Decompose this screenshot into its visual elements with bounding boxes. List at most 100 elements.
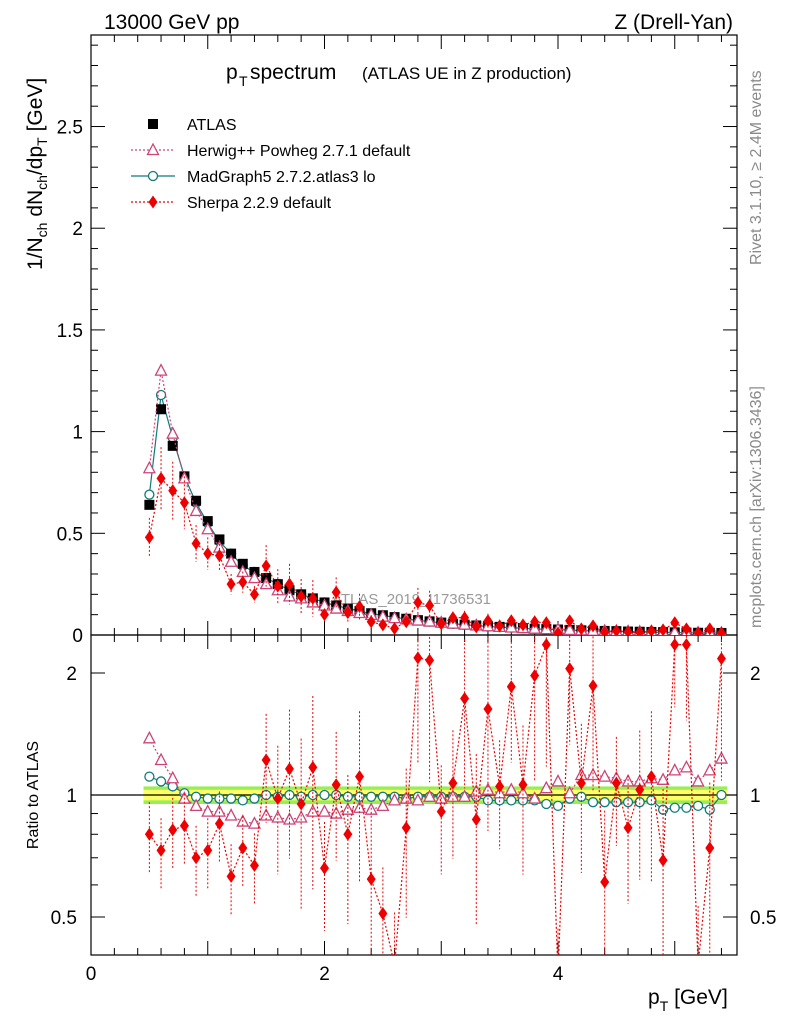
data-point	[658, 623, 668, 635]
data-point	[329, 601, 343, 614]
energy-label: 13000 GeV pp	[104, 11, 239, 34]
data-point	[366, 872, 376, 886]
data-point	[401, 615, 411, 629]
data-point	[261, 753, 271, 767]
legend-label: ATLAS	[187, 117, 237, 134]
legend-item-atlas: ATLAS	[148, 117, 237, 134]
ratio-ytick-label: 1	[66, 786, 77, 807]
data-point	[411, 792, 425, 806]
data-point	[635, 783, 645, 797]
data-point	[679, 759, 693, 773]
data-point	[284, 577, 294, 591]
data-point	[387, 792, 402, 806]
data-point	[212, 804, 226, 817]
legend-label: MadGraph5 2.7.2.atlas3 lo	[187, 169, 376, 186]
data-point	[705, 841, 715, 855]
data-point	[273, 579, 283, 593]
data-point	[460, 692, 470, 706]
data-point	[669, 624, 681, 635]
data-point	[600, 626, 610, 635]
data-point	[378, 907, 388, 921]
data-point	[191, 851, 201, 865]
ratio-ylabel: Ratio to ATLAS	[25, 741, 42, 849]
data-point	[331, 789, 342, 801]
data-point	[530, 615, 540, 629]
data-point	[179, 819, 189, 833]
data-point	[471, 813, 481, 827]
data-point	[541, 638, 551, 652]
data-point	[411, 613, 425, 626]
data-point	[355, 600, 365, 614]
data-point	[635, 626, 645, 635]
data-point	[155, 776, 167, 787]
xtick-label: 4	[553, 964, 564, 985]
data-point	[249, 793, 260, 804]
data-point	[611, 776, 621, 790]
data-point	[436, 617, 446, 631]
data-point	[390, 959, 399, 972]
legend-label: Herwig++ Powheg 2.7.1 default	[187, 143, 411, 160]
data-point	[203, 843, 213, 857]
data-point	[506, 680, 516, 694]
main-ytick-label: 1.5	[57, 321, 83, 342]
data-point	[225, 793, 237, 804]
data-point	[319, 789, 330, 801]
data-point	[249, 858, 259, 872]
main-ytick-label: 0	[72, 626, 83, 647]
data-point	[563, 622, 577, 635]
legend-marker	[146, 142, 160, 156]
data-point	[156, 843, 166, 857]
data-point	[317, 804, 332, 817]
data-point	[681, 622, 691, 635]
data-point	[716, 789, 727, 801]
data-point	[623, 625, 633, 635]
x-axis-label: pT [GeV]	[648, 986, 728, 1014]
data-point	[168, 823, 178, 837]
data-point	[166, 426, 180, 439]
legend-marker	[147, 170, 159, 182]
data-point	[448, 611, 458, 625]
data-point	[144, 489, 155, 500]
data-point	[565, 662, 575, 676]
data-point	[154, 363, 168, 376]
data-point	[471, 620, 481, 634]
data-point	[237, 795, 248, 806]
data-point	[495, 619, 505, 633]
data-point	[588, 679, 598, 693]
data-point	[249, 587, 259, 601]
data-point	[506, 614, 516, 628]
data-point	[716, 626, 726, 635]
data-point	[168, 484, 178, 498]
legend-item-madgraph5-2-7-2-atlas3-lo: MadGraph5 2.7.2.atlas3 lo	[131, 169, 376, 186]
data-point	[588, 619, 598, 633]
data-point	[238, 575, 248, 589]
analysis-watermark: ATLAS_2019_I1736531	[332, 591, 491, 608]
data-point	[226, 577, 236, 591]
xtick-label: 0	[86, 964, 97, 985]
data-point	[563, 785, 577, 799]
data-point	[226, 869, 236, 883]
data-point	[144, 530, 154, 544]
data-point	[541, 616, 551, 630]
data-point	[201, 521, 215, 535]
data-point	[565, 614, 575, 628]
data-point	[144, 827, 154, 841]
data-point	[214, 793, 225, 804]
data-point	[670, 616, 680, 630]
data-point	[483, 614, 493, 628]
data-point	[611, 624, 621, 635]
data-point	[156, 471, 166, 485]
data-point	[552, 800, 564, 812]
data-point	[681, 638, 691, 652]
data-point	[378, 618, 388, 632]
data-point	[483, 702, 493, 716]
data-point	[423, 614, 437, 627]
data-point	[401, 821, 411, 835]
data-point	[704, 804, 715, 815]
data-point	[144, 499, 155, 510]
data-point	[658, 853, 668, 867]
data-point	[191, 536, 201, 550]
data-point	[202, 793, 213, 804]
data-point	[681, 802, 692, 813]
